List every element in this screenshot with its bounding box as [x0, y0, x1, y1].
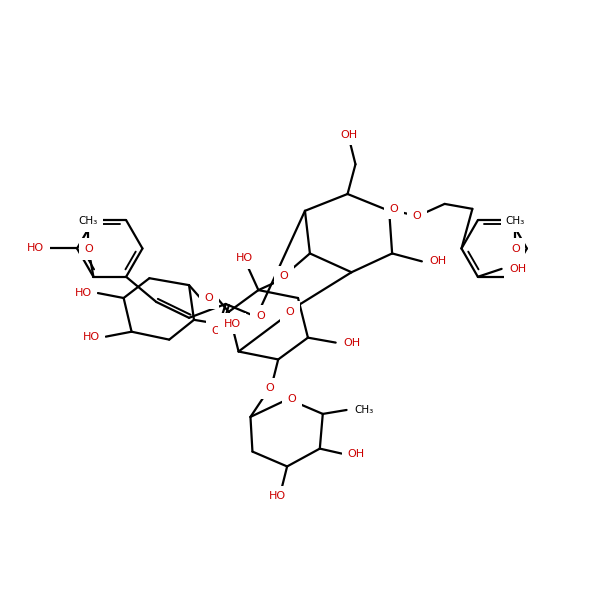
Text: OH: OH	[347, 449, 365, 458]
Text: OH: OH	[340, 130, 357, 140]
Text: OH: OH	[344, 338, 361, 347]
Text: O: O	[280, 271, 289, 281]
Text: O: O	[265, 383, 274, 393]
Text: CH₃: CH₃	[506, 217, 525, 226]
Text: HO: HO	[269, 491, 286, 501]
Text: O: O	[84, 244, 93, 254]
Text: HO: HO	[27, 244, 44, 253]
Text: OH: OH	[430, 256, 447, 266]
Text: O: O	[413, 211, 421, 221]
Text: CH₃: CH₃	[79, 217, 98, 226]
Text: CH₃: CH₃	[355, 405, 374, 415]
Text: HO: HO	[83, 332, 100, 341]
Text: HO: HO	[75, 288, 92, 298]
Text: O: O	[286, 307, 295, 317]
Text: O: O	[256, 311, 265, 321]
Text: O: O	[205, 293, 213, 303]
Text: O: O	[287, 394, 296, 404]
Text: O: O	[390, 204, 398, 214]
Text: OH: OH	[509, 264, 527, 274]
Text: HO: HO	[236, 253, 253, 263]
Text: HO: HO	[224, 319, 241, 329]
Text: O: O	[511, 244, 520, 254]
Text: O: O	[211, 326, 220, 336]
